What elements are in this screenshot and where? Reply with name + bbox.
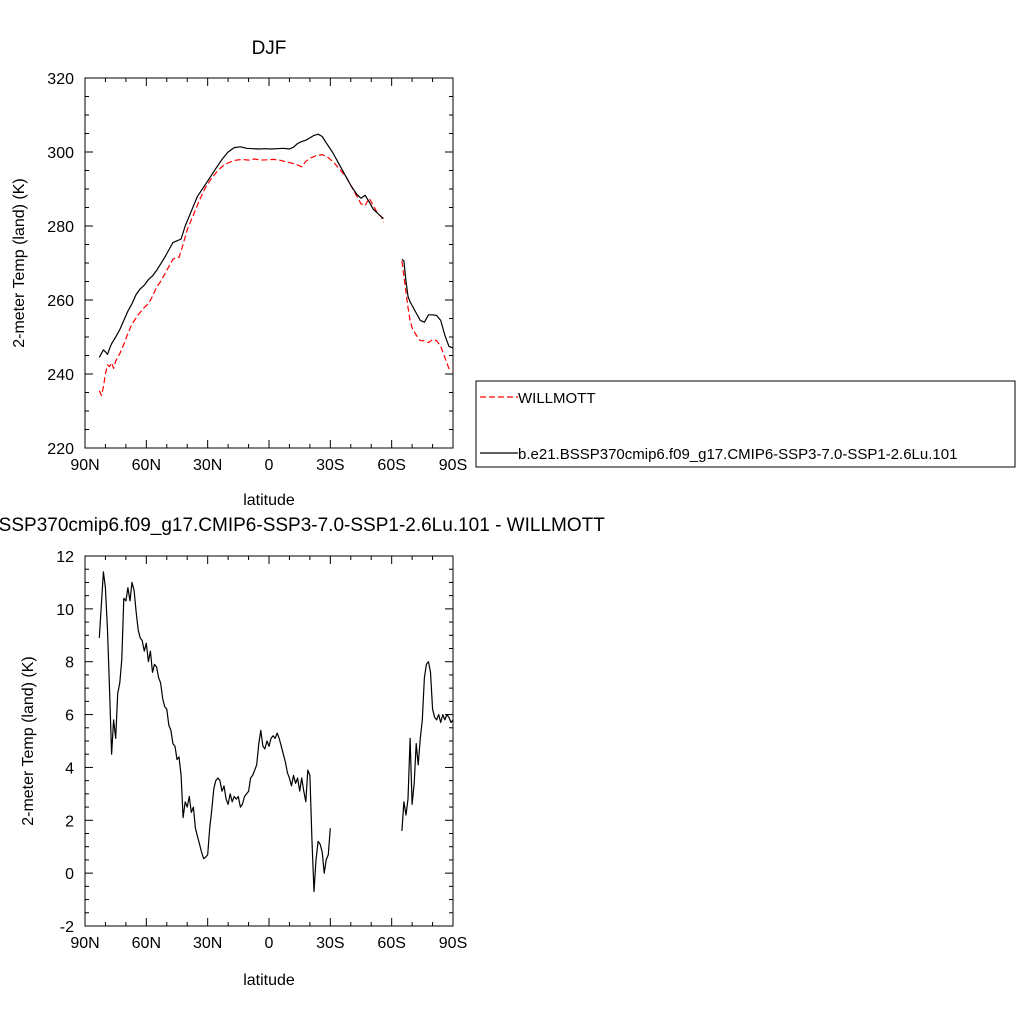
chart-top-lines (98, 133, 454, 397)
chart-bottom-y-tick-label: 6 (65, 708, 74, 725)
chart-bottom-lines (98, 571, 454, 893)
chart-bottom-y-tick-label: 8 (65, 655, 74, 672)
chart-top-x-tick-label: 30N (193, 457, 222, 474)
chart-top-y-ticks: 220 240 260 280 300 320 (47, 71, 453, 458)
chart-bottom-x-tick-label: 60S (377, 935, 405, 952)
chart-top-series-0-line-segment-0 (98, 154, 385, 397)
chart-top-x-tick-label: 30S (316, 457, 344, 474)
legend-willmott-label: WILLMOTT (518, 390, 596, 407)
chart-bottom-plot-frame (84, 555, 454, 927)
chart-bottom-x-tick-label: 90N (70, 935, 99, 952)
chart-top-x-tick-label: 90S (439, 457, 467, 474)
chart-top-x-axis-label: latitude (243, 492, 295, 509)
chart-bottom-series-0-line-segment-1 (401, 661, 454, 831)
chart-bottom-x-tick-label: 30S (316, 935, 344, 952)
chart-top-y-tick-label: 280 (47, 219, 74, 236)
chart-top-series-1-line-segment-1 (401, 258, 454, 349)
chart-top-y-tick-label: 240 (47, 367, 74, 384)
chart-bottom-y-axis-label: 2-meter Temp (land) (K) (20, 656, 37, 826)
chart-bottom-y-tick-label: 0 (65, 866, 74, 883)
chart-top-title: DJF (252, 38, 287, 59)
chart-top-x-tick-label: 0 (265, 457, 274, 474)
chart-bottom-y-tick-label: 10 (56, 602, 74, 619)
chart-bottom-panel: b.e21.BSSP370cmip6.f09_g17.CMIP6-SSP3-7.… (0, 515, 605, 989)
chart-bottom-x-tick-label: 60N (132, 935, 161, 952)
chart-bottom-y-tick-label: 12 (56, 549, 74, 566)
chart-bottom-y-tick-label: 2 (65, 813, 74, 830)
chart-top-y-tick-label: 260 (47, 293, 74, 310)
chart-top-x-tick-label: 90N (70, 457, 99, 474)
chart-bottom-x-axis-label: latitude (243, 972, 295, 989)
chart-top-panel: DJF 90N 60N 30N 0 30S 60S 90S 220 240 260 280 300 3… (11, 38, 467, 509)
chart-bottom-y-tick-label: -2 (60, 919, 74, 936)
chart-top-series-0-line-segment-1 (401, 261, 454, 371)
chart-top-x-tick-label: 60N (132, 457, 161, 474)
chart-top-series-1-line-segment-0 (98, 133, 384, 358)
chart-bottom-y-ticks: -2 0 2 4 6 8 10 12 (56, 549, 453, 936)
chart-top-x-ticks: 90N 60N 30N 0 30S 60S 90S (70, 78, 467, 474)
chart-bottom-x-tick-label: 90S (439, 935, 467, 952)
chart-bottom-x-tick-label: 30N (193, 935, 222, 952)
chart-legend: WILLMOTT b.e21.BSSP370cmip6.f09_g17.CMIP… (475, 380, 1016, 468)
chart-bottom-series-0-line-segment-0 (98, 571, 331, 893)
chart-top-y-axis-label: 2-meter Temp (land) (K) (11, 178, 28, 348)
legend-box (475, 380, 1016, 468)
legend-model-label: b.e21.BSSP370cmip6.f09_g17.CMIP6-SSP3-7.… (518, 446, 957, 463)
chart-bottom-title: b.e21.BSSP370cmip6.f09_g17.CMIP6-SSP3-7.… (0, 515, 605, 536)
chart-bottom-y-tick-label: 4 (65, 760, 74, 777)
chart-top-plot-frame (84, 77, 454, 449)
chart-top-y-tick-label: 300 (47, 145, 74, 162)
chart-bottom-x-ticks: 90N 60N 30N 0 30S 60S 90S (70, 556, 467, 952)
chart-top-x-tick-label: 60S (377, 457, 405, 474)
chart-top-y-tick-label: 220 (47, 441, 74, 458)
chart-bottom-x-tick-label: 0 (265, 935, 274, 952)
chart-top-y-tick-label: 320 (47, 71, 74, 88)
